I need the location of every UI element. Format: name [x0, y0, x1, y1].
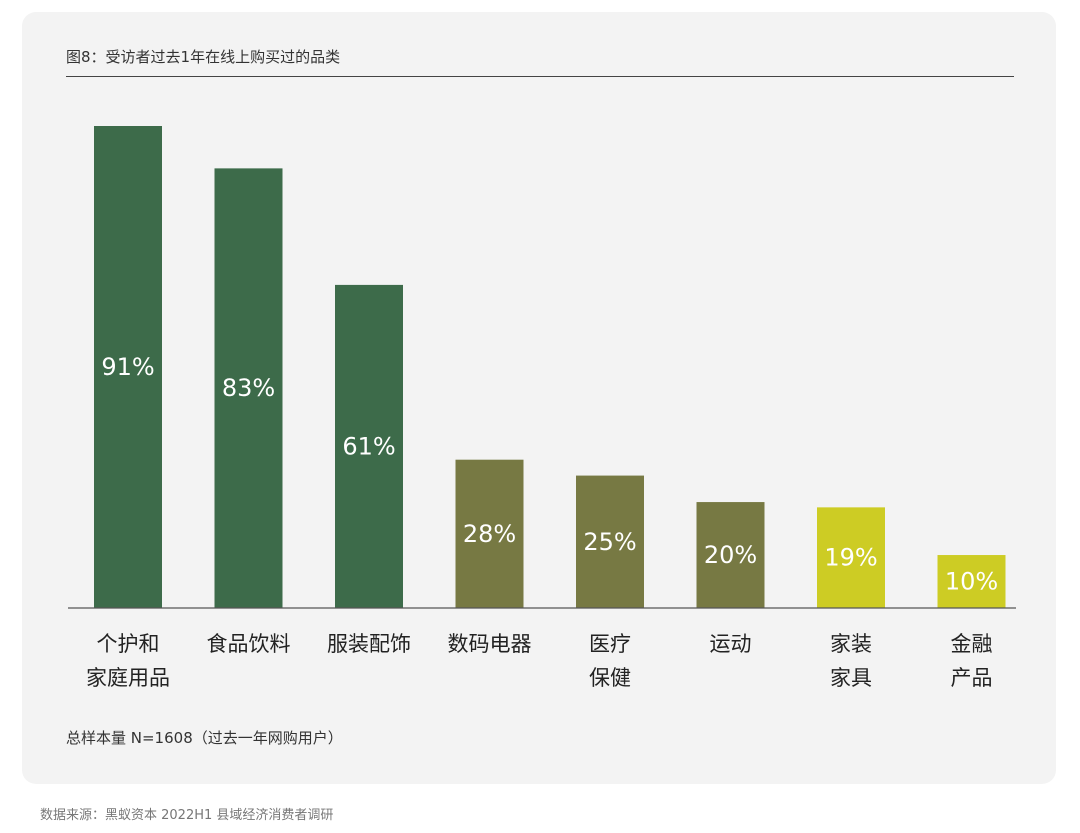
- category-label: 医疗: [589, 632, 631, 656]
- category-label: 个护和: [97, 632, 160, 656]
- data-label: 61%: [342, 432, 395, 460]
- category-label: 家具: [830, 666, 872, 690]
- chart-card: [22, 12, 1056, 784]
- data-label: 83%: [222, 374, 275, 402]
- bar: [817, 507, 885, 608]
- bar: [214, 168, 283, 608]
- data-label: 10%: [945, 568, 998, 596]
- category-label: 服装配饰: [327, 632, 411, 656]
- data-source: 数据来源：黑蚁资本 2022H1 县域经济消费者调研: [40, 808, 334, 823]
- category-label: 运动: [710, 632, 752, 656]
- data-label: 28%: [463, 520, 516, 548]
- category-label: 食品饮料: [207, 632, 291, 656]
- category-label: 保健: [589, 666, 631, 690]
- title-divider: [66, 76, 1014, 77]
- bar: [937, 555, 1006, 608]
- bar: [576, 475, 644, 608]
- sample-size-note: 总样本量 N=1608（过去一年网购用户）: [66, 729, 343, 747]
- data-label: 91%: [101, 353, 154, 381]
- data-label: 19%: [824, 544, 877, 572]
- category-label: 产品: [951, 666, 993, 690]
- bar: [696, 502, 765, 608]
- category-label: 金融: [951, 632, 993, 656]
- chart-title: 图8：受访者过去1年在线上购买过的品类: [66, 48, 341, 66]
- bar: [335, 284, 403, 608]
- category-label: 数码电器: [448, 632, 532, 656]
- bar: [455, 459, 524, 608]
- category-label: 家庭用品: [86, 666, 170, 690]
- data-label: 25%: [583, 528, 636, 556]
- data-label: 20%: [704, 541, 757, 569]
- bar: [94, 126, 162, 608]
- category-label: 家装: [830, 632, 872, 656]
